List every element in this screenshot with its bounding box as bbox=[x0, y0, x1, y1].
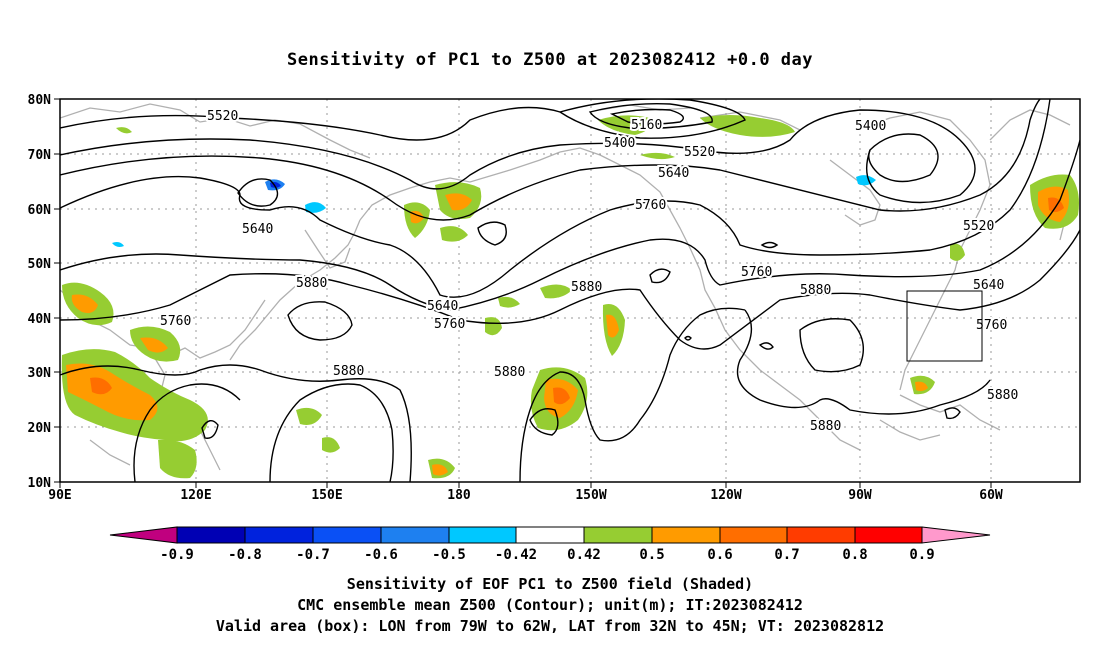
contour-label: 5400 bbox=[855, 119, 886, 134]
colorbar-segment bbox=[380, 526, 450, 544]
colorbar-segment bbox=[176, 526, 246, 544]
lat-label: 50N bbox=[28, 257, 52, 272]
colorbar-label: -0.8 bbox=[228, 547, 262, 563]
caption-line-2: CMC ensemble mean Z500 (Contour); unit(m… bbox=[297, 596, 803, 614]
lon-label: 120W bbox=[710, 488, 741, 503]
caption-line-3: Valid area (box): LON from 79W to 62W, L… bbox=[215, 617, 885, 635]
colorbar-left-arrow bbox=[109, 526, 178, 544]
colorbar-labels: -0.9 -0.8 -0.7 -0.6 -0.5 -0.42 0.42 0.5 … bbox=[160, 547, 935, 563]
contour-label: 5520 bbox=[963, 219, 994, 234]
contour-labels: 5520 5160 5400 5520 5400 5640 5760 5520 … bbox=[158, 107, 1020, 436]
contour-label: 5520 bbox=[684, 145, 715, 160]
colorbar-label: 0.7 bbox=[774, 547, 799, 563]
lat-label: 20N bbox=[28, 421, 52, 436]
chart-title: Sensitivity of PC1 to Z500 at 2023082412… bbox=[286, 50, 813, 70]
colorbar-segment bbox=[786, 526, 856, 544]
colorbar-label: -0.7 bbox=[296, 547, 330, 563]
caption-line-1: Sensitivity of EOF PC1 to Z500 field (Sh… bbox=[346, 575, 754, 593]
contour-label: 5760 bbox=[741, 265, 772, 280]
colorbar-label: 0.42 bbox=[567, 547, 601, 563]
colorbar bbox=[109, 526, 991, 544]
contour-label: 5880 bbox=[296, 276, 327, 291]
z500-contours bbox=[60, 99, 1080, 482]
colorbar-label: -0.9 bbox=[160, 547, 194, 563]
contour-label: 5880 bbox=[800, 283, 831, 298]
contour-label: 5400 bbox=[604, 136, 635, 151]
lon-label: 60W bbox=[979, 488, 1003, 503]
colorbar-label: 0.6 bbox=[707, 547, 732, 563]
map-frame bbox=[59, 98, 1081, 483]
colorbar-label: -0.42 bbox=[495, 547, 537, 563]
grid-lines bbox=[60, 99, 1080, 482]
colorbar-segment bbox=[719, 526, 788, 544]
contour-label: 5640 bbox=[242, 222, 273, 237]
lat-label: 10N bbox=[28, 476, 52, 491]
colorbar-label: -0.6 bbox=[364, 547, 398, 563]
colorbar-segment bbox=[244, 526, 314, 544]
contour-label: 5640 bbox=[427, 299, 458, 314]
lat-label: 80N bbox=[28, 93, 52, 108]
shaded-sensitivity bbox=[61, 115, 1079, 479]
lon-label: 90W bbox=[848, 488, 872, 503]
contour-label: 5160 bbox=[631, 118, 662, 133]
contour-label: 5880 bbox=[333, 364, 364, 379]
colorbar-label: 0.9 bbox=[909, 547, 934, 563]
lat-label: 70N bbox=[28, 148, 52, 163]
contour-label: 5760 bbox=[635, 198, 666, 213]
colorbar-label: -0.5 bbox=[432, 547, 466, 563]
lat-label: 60N bbox=[28, 203, 52, 218]
colorbar-segment bbox=[515, 526, 585, 544]
contour-label: 5760 bbox=[434, 317, 465, 332]
contour-label: 5520 bbox=[207, 109, 238, 124]
contour-label: 5640 bbox=[658, 166, 689, 181]
lon-label: 120E bbox=[180, 488, 211, 503]
colorbar-segment bbox=[583, 526, 653, 544]
contour-label: 5760 bbox=[976, 318, 1007, 333]
lon-labels: 90E 120E 150E 180 150W 120W 90W 60W bbox=[48, 488, 1003, 503]
lon-label: 150E bbox=[311, 488, 342, 503]
lat-label: 30N bbox=[28, 366, 52, 381]
colorbar-right-arrow bbox=[921, 526, 991, 544]
lat-labels: 80N 70N 60N 50N 40N 30N 20N 10N bbox=[28, 93, 52, 491]
axis-ticks bbox=[54, 98, 992, 488]
lat-label: 40N bbox=[28, 312, 52, 327]
colorbar-label: 0.5 bbox=[639, 547, 664, 563]
contour-label: 5880 bbox=[810, 419, 841, 434]
caption: Sensitivity of EOF PC1 to Z500 field (Sh… bbox=[0, 574, 1100, 637]
valid-area-box bbox=[906, 290, 983, 362]
contour-label: 5880 bbox=[494, 365, 525, 380]
colorbar-segment bbox=[448, 526, 517, 544]
lon-label: 90E bbox=[48, 488, 71, 503]
colorbar-segment bbox=[651, 526, 721, 544]
contour-label: 5880 bbox=[571, 280, 602, 295]
contour-label: 5760 bbox=[160, 314, 191, 329]
colorbar-label: 0.8 bbox=[842, 547, 867, 563]
contour-label: 5880 bbox=[987, 388, 1018, 403]
colorbar-segment bbox=[854, 526, 923, 544]
lon-label: 150W bbox=[575, 488, 606, 503]
contour-label: 5640 bbox=[973, 278, 1004, 293]
colorbar-segment bbox=[312, 526, 382, 544]
lon-label: 180 bbox=[447, 488, 471, 503]
